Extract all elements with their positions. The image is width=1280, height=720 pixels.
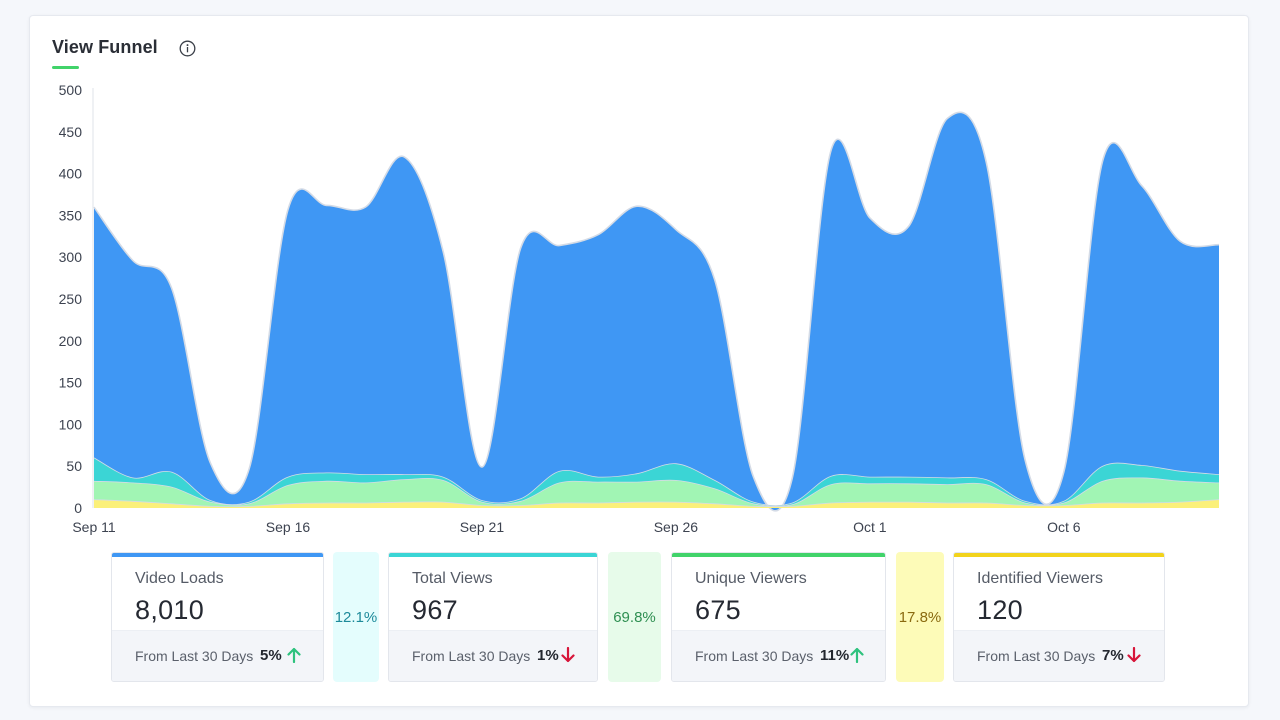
stat-label: Video Loads [135,570,224,587]
stat-period: From Last 30 Days [695,648,814,664]
conversion-rate-unique-to-identified: 17.8% [896,552,944,682]
y-tick-label: 450 [59,124,83,140]
conversion-value: 69.8% [613,608,656,626]
x-tick-label: Sep 11 [72,519,116,535]
panel-title: View Funnel [52,37,158,57]
title-underline [52,66,79,69]
stat-period: From Last 30 Days [977,648,1096,664]
conversion-value: 12.1% [334,608,378,626]
y-tick-label: 250 [59,291,83,307]
conversion-rate-views-to-unique: 69.8% [608,552,661,682]
x-tick-label: Sep 21 [460,519,505,535]
stat-footer: From Last 30 Days 1% [389,630,597,681]
stat-color-bar [954,553,1164,557]
stat-period: From Last 30 Days [412,648,531,664]
arrow-up-icon [850,647,864,663]
area-series-outline-2 [93,457,1220,507]
y-tick-label: 0 [74,500,82,516]
stat-footer: From Last 30 Days 5% [112,630,323,681]
conversion-rate-loads-to-views: 12.1% [333,552,379,682]
stat-unique-viewers[interactable]: Unique Viewers 675 From Last 30 Days 11% [671,552,886,682]
stat-footer: From Last 30 Days 7% [954,630,1164,681]
y-tick-label: 150 [59,375,83,391]
stat-color-bar [389,553,597,557]
stat-value: 967 [412,595,458,625]
stat-color-bar [112,553,323,557]
stat-total-views[interactable]: Total Views 967 From Last 30 Days 1% [388,552,598,682]
stat-identified-viewers[interactable]: Identified Viewers 120 From Last 30 Days… [953,552,1165,682]
x-tick-label: Sep 16 [266,519,311,535]
stat-footer: From Last 30 Days 11% [672,630,885,681]
stat-value: 675 [695,595,741,625]
y-tick-label: 300 [59,249,83,265]
y-tick-label: 200 [59,333,83,349]
arrow-down-icon [1127,647,1141,663]
stat-color-bar [672,553,885,557]
x-tick-label: Sep 26 [654,519,699,535]
area-series-1 [94,477,1219,507]
y-tick-label: 400 [59,166,83,182]
y-tick-label: 50 [66,458,82,474]
info-circle-icon[interactable] [179,40,196,57]
stat-video-loads[interactable]: Video Loads 8,010 From Last 30 Days 5% [111,552,324,682]
stat-period: From Last 30 Days [135,648,254,664]
stat-label: Identified Viewers [977,570,1103,587]
stat-label: Unique Viewers [695,570,807,587]
stat-value: 8,010 [135,595,205,625]
stat-change: 7% [1102,647,1124,664]
y-tick-label: 100 [59,416,83,432]
conversion-value: 17.8% [898,608,942,626]
area-series-3 [94,112,1219,511]
y-tick-label: 500 [59,82,83,98]
stat-change: 5% [260,647,282,664]
arrow-up-icon [287,647,301,663]
stat-change: 1% [537,647,559,664]
area-series-0 [94,499,1219,508]
area-series-outline-3 [93,111,1220,512]
stat-value: 120 [977,595,1023,625]
arrow-down-icon [561,647,575,663]
stat-label: Total Views [412,570,493,587]
area-series-outline-1 [93,477,1220,507]
area-series-outline-0 [93,499,1220,508]
x-tick-label: Oct 1 [853,519,887,535]
stat-change: 11% [820,647,850,664]
y-tick-label: 350 [59,207,83,223]
x-tick-label: Oct 6 [1047,519,1081,535]
view-funnel-chart: 0 50 100 150 200 250 300 350 400 450 500 Sep 11 Sep … [59,82,1220,535]
